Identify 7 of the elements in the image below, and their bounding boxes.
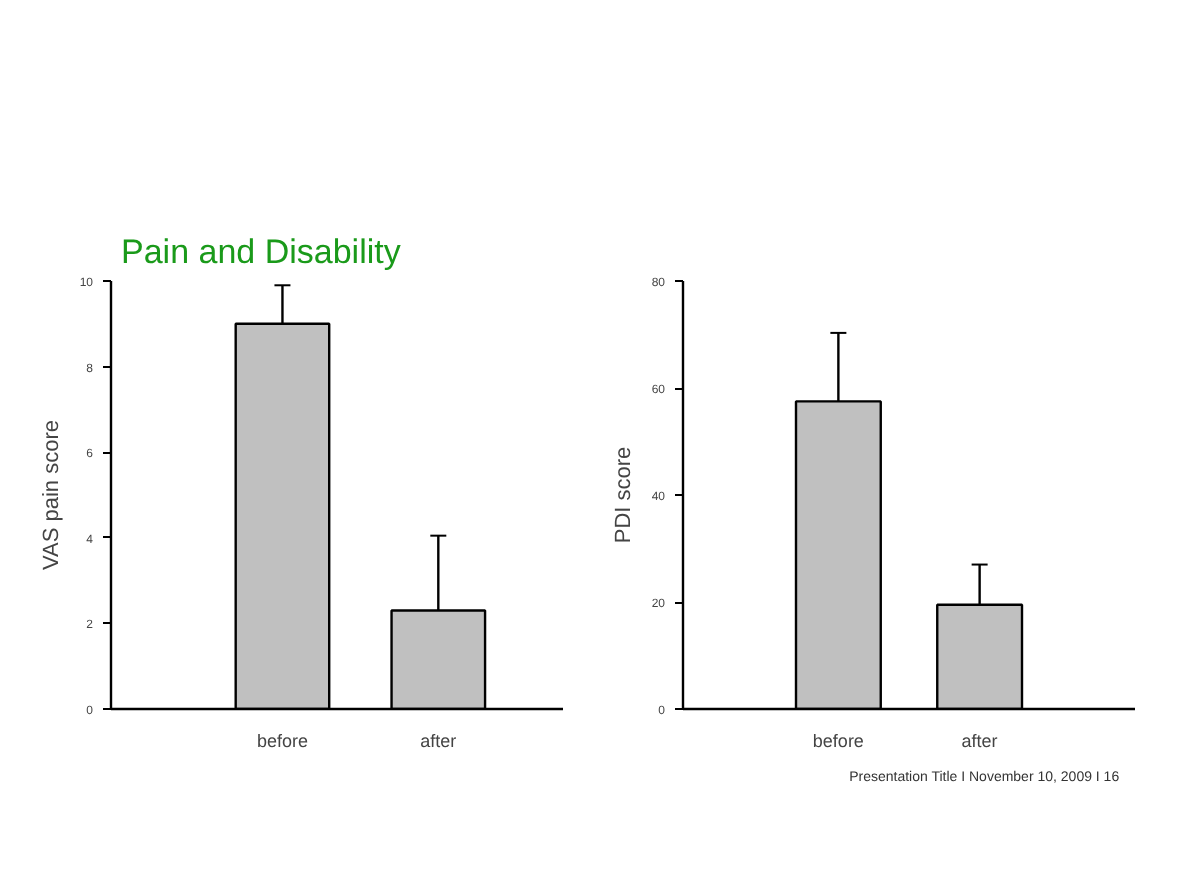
- x-tick-label: before: [256, 731, 308, 751]
- x-tick-label: after: [420, 731, 457, 751]
- y-axis-title: VAS pain score: [39, 419, 64, 570]
- chart-title: Pain and Disability: [121, 233, 402, 271]
- x-tick-label: after: [961, 731, 998, 751]
- y-axis-title: PDI score: [611, 446, 636, 544]
- x-tick-label: before: [812, 731, 864, 751]
